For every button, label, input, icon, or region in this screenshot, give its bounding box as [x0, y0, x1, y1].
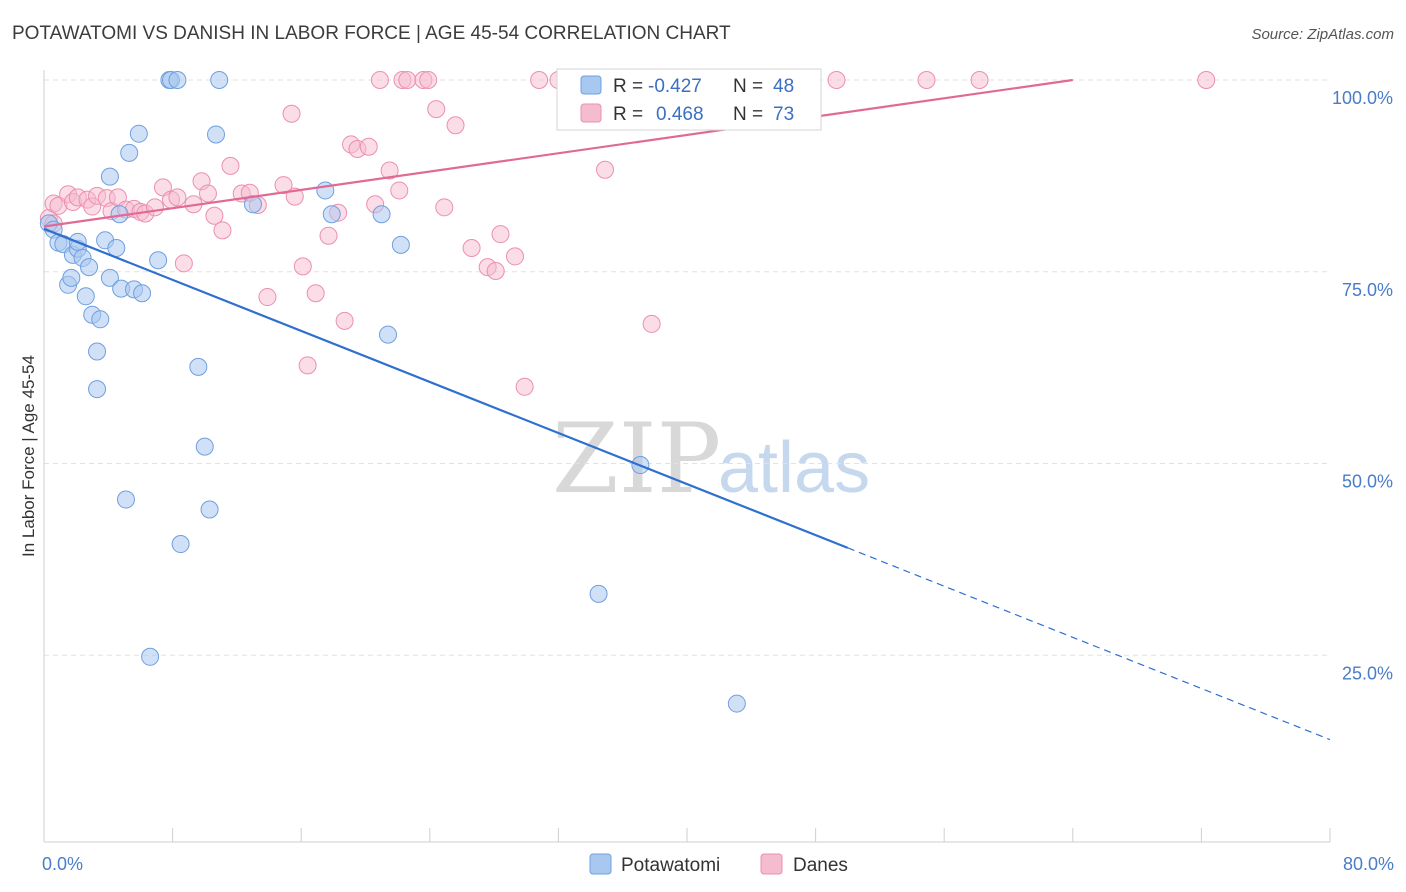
danes-point — [398, 71, 417, 89]
potawatomi-point — [120, 143, 139, 162]
trend-lines — [43, 78, 1331, 741]
potawatomi-point — [107, 238, 126, 257]
potawatomi-point — [171, 535, 190, 554]
potawatomi-point — [372, 205, 391, 224]
danes-point — [274, 176, 293, 195]
danes-point — [282, 104, 301, 123]
danes-point — [168, 188, 187, 207]
danes-point — [174, 254, 193, 273]
potawatomi-point — [391, 235, 410, 254]
potawatomi-trend-extension — [847, 547, 1331, 741]
bottom-legend-swatch-danes — [760, 853, 783, 875]
chart-title: POTAWATOMI VS DANISH IN LABOR FORCE | AG… — [12, 23, 731, 44]
danes-point — [298, 356, 317, 375]
axis-layer — [43, 70, 1331, 843]
legend-n-label-potawatomi: N = — [733, 76, 763, 97]
legend-n-value-danes: 73 — [773, 104, 794, 125]
potawatomi-point — [200, 500, 219, 519]
danes-point — [486, 261, 505, 280]
bottom-legend-swatch-potawatomi — [589, 853, 612, 875]
series-legend: Potawatomi Danes — [589, 853, 848, 876]
danes-point — [642, 314, 661, 333]
potawatomi-point — [88, 342, 107, 361]
danes-point — [205, 206, 224, 225]
danes-point — [970, 71, 989, 89]
danes-point — [462, 238, 481, 257]
bottom-legend-label-potawatomi: Potawatomi — [621, 855, 720, 876]
bottom-legend-label-danes: Danes — [793, 855, 848, 876]
watermark-atlas: atlas — [718, 428, 870, 508]
danes-point — [213, 221, 232, 240]
potawatomi-point — [91, 310, 110, 329]
danes-point — [530, 71, 549, 89]
danes-point — [515, 377, 534, 396]
potawatomi-point — [379, 325, 398, 344]
correlation-legend: R = -0.427 N = 48 R = 0.468 N = 73 — [556, 68, 822, 131]
potawatomi-point — [589, 584, 608, 603]
danes-point — [380, 161, 399, 180]
potawatomi-point — [100, 268, 119, 287]
potawatomi-point — [207, 125, 226, 144]
legend-n-label-danes: N = — [733, 104, 763, 125]
legend-swatch-potawatomi — [580, 75, 602, 95]
danes-point — [293, 257, 312, 276]
danes-point — [258, 288, 277, 307]
y-tick-label: 100.0% — [1332, 88, 1393, 108]
danes-point — [319, 226, 338, 245]
danes-point — [359, 137, 378, 156]
danes-point — [435, 198, 454, 217]
potawatomi-point — [116, 490, 135, 509]
danes-point — [390, 181, 409, 200]
danes-trend-line — [43, 78, 1073, 228]
danes-point — [1197, 71, 1216, 89]
potawatomi-trend-line — [43, 227, 849, 549]
legend-swatch-danes — [580, 103, 602, 123]
legend-r-label-potawatomi: R = — [613, 76, 643, 97]
potawatomi-point — [195, 437, 214, 456]
legend-n-value-potawatomi: 48 — [773, 76, 794, 97]
danes-point — [370, 71, 389, 89]
potawatomi-point — [62, 268, 81, 287]
y-tick-label: 25.0% — [1342, 663, 1393, 683]
potawatomi-point — [76, 287, 95, 306]
danes-point — [917, 71, 936, 89]
potawatomi-point — [80, 258, 99, 277]
danes-point — [335, 311, 354, 330]
danes-point — [306, 284, 325, 303]
danes-point — [596, 160, 615, 179]
danes-point — [221, 156, 240, 175]
x-tick-label-min: 0.0% — [42, 854, 83, 874]
chart-source: Source: ZipAtlas.com — [1251, 26, 1394, 43]
potawatomi-point — [100, 167, 119, 186]
danes-point — [491, 225, 510, 244]
danes-point — [505, 247, 524, 266]
danes-point — [419, 71, 438, 89]
danes-point — [446, 116, 465, 135]
potawatomi-point — [129, 124, 148, 143]
y-axis-label: In Labor Force | Age 45-54 — [19, 355, 38, 557]
potawatomi-point — [133, 284, 152, 303]
danes-point — [145, 198, 164, 217]
x-tick-label-max: 80.0% — [1343, 854, 1394, 874]
legend-r-value-potawatomi: -0.427 — [648, 76, 702, 97]
y-tick-label: 75.0% — [1342, 280, 1393, 300]
danes-point — [198, 184, 217, 203]
potawatomi-point — [727, 694, 746, 713]
legend-r-label-danes: R = — [613, 104, 643, 125]
potawatomi-point — [88, 380, 107, 399]
potawatomi-point — [168, 71, 187, 89]
potawatomi-point — [149, 251, 168, 270]
potawatomi-point — [189, 357, 208, 376]
y-tick-labels: 25.0% 50.0% 75.0% 100.0% — [1332, 88, 1393, 683]
potawatomi-point — [210, 71, 229, 89]
y-tick-label: 50.0% — [1342, 472, 1393, 492]
danes-point — [427, 100, 446, 119]
potawatomi-point — [141, 647, 160, 666]
danes-point — [827, 71, 846, 89]
potawatomi-point — [322, 205, 341, 224]
legend-r-value-danes: 0.468 — [656, 104, 704, 125]
